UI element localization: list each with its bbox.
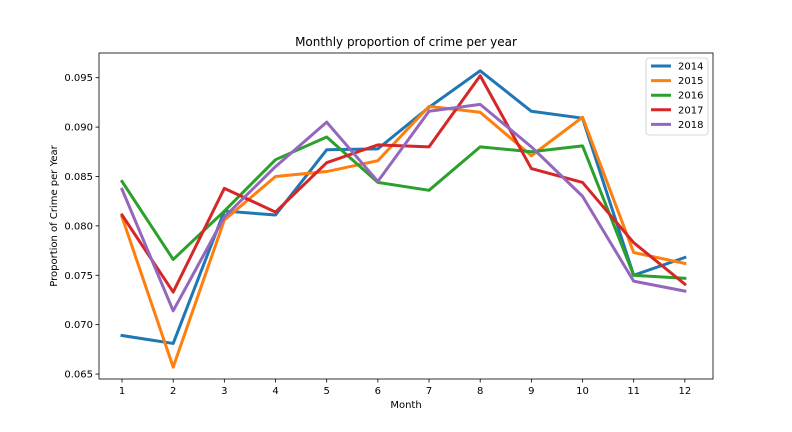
- series-line-2014: [120, 69, 687, 345]
- x-tick-label: 3: [221, 386, 227, 397]
- legend-label-2014: 2014: [678, 62, 703, 73]
- y-tick-label: 0.075: [64, 271, 93, 282]
- y-axis-label: Proportion of Crime per Year: [49, 144, 60, 286]
- series-line-2015: [120, 104, 687, 369]
- x-tick-label: 9: [528, 386, 534, 397]
- y-tick-label: 0.090: [64, 123, 93, 134]
- x-tick-label: 10: [576, 386, 589, 397]
- plot-area-frame: [98, 52, 714, 380]
- legend-label-2018: 2018: [678, 120, 703, 131]
- legend-label-2016: 2016: [678, 91, 703, 102]
- chart-title: Monthly proportion of crime per year: [295, 35, 517, 49]
- y-tick-label: 0.070: [64, 320, 93, 331]
- x-tick-label: 2: [170, 386, 176, 397]
- legend-label-2015: 2015: [678, 76, 703, 87]
- x-tick-label: 7: [426, 386, 432, 397]
- series-line-2018: [120, 102, 687, 313]
- x-axis: 1 2 3 4 5 6 7 8 9 10 11 12: [119, 379, 691, 397]
- y-tick-label: 0.080: [64, 221, 93, 232]
- x-tick-label: 5: [324, 386, 330, 397]
- y-tick-label: 0.085: [64, 172, 93, 183]
- x-tick-label: 1: [119, 386, 125, 397]
- y-axis: 0.065 0.070 0.075 0.080 0.085 0.090 0.095: [64, 73, 99, 381]
- series-lines: [119, 69, 687, 369]
- x-tick-label: 4: [272, 386, 278, 397]
- legend-box: [645, 57, 709, 136]
- y-tick-label: 0.065: [64, 370, 93, 381]
- x-tick-label: 8: [477, 386, 483, 397]
- series-line-2016: [119, 135, 687, 280]
- x-tick-label: 11: [627, 386, 640, 397]
- x-tick-label: 12: [678, 386, 691, 397]
- y-tick-label: 0.095: [64, 73, 93, 84]
- legend-label-2017: 2017: [678, 105, 703, 116]
- x-axis-label: Month: [390, 400, 421, 411]
- x-tick-label: 6: [375, 386, 381, 397]
- legend: 2014 2015 2016 2017 2018: [645, 57, 709, 136]
